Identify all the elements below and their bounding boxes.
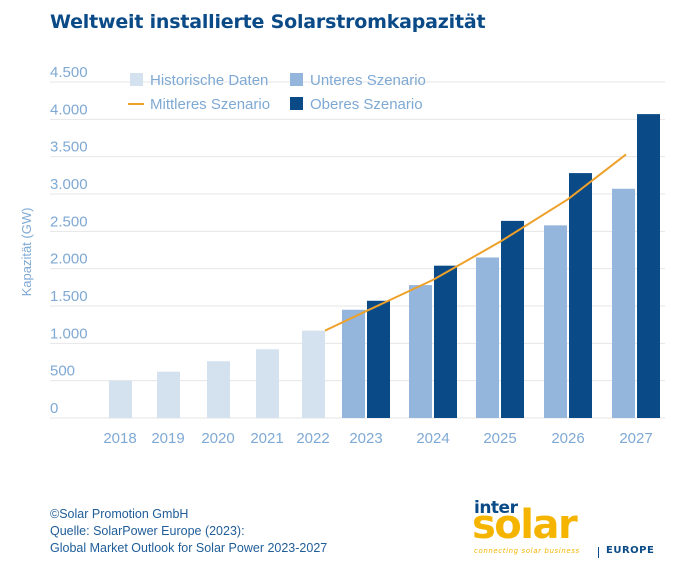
copyright-text: ©Solar Promotion GmbH	[50, 507, 189, 521]
x-tick-label: 2027	[619, 430, 652, 447]
x-tick-label: 2026	[551, 430, 584, 447]
legend-swatch	[290, 73, 303, 86]
chart: 0 500 1.000 1.500 2.000 2.500 3.000 3.500 4.000 4…	[19, 64, 665, 447]
bar-lower-scenario	[612, 188, 635, 418]
x-tick-label: 2023	[349, 430, 382, 447]
y-tick-label: 2.500	[50, 213, 88, 230]
legend-label: Historische Daten	[150, 72, 268, 89]
x-tick-label: 2019	[151, 430, 184, 447]
logo-tagline: connecting solar business	[474, 547, 580, 555]
y-tick-label: 0	[50, 400, 58, 417]
bar-upper-scenario	[501, 220, 524, 418]
logo-inter-text: inter	[474, 498, 518, 518]
bar-upper-scenario	[434, 265, 457, 418]
bar-lower-scenario	[544, 225, 567, 418]
y-tick-label: 500	[50, 363, 75, 380]
legend-label: Oberes Szenario	[310, 96, 423, 113]
bar-historical	[256, 349, 279, 418]
y-tick-label: 4.000	[50, 101, 88, 118]
logo-region: EUROPE	[606, 545, 655, 556]
source-text: Quelle: SolarPower Europe (2023):	[50, 524, 245, 538]
y-tick-label: 2.000	[50, 251, 88, 268]
intersolar-logo: inter solar connecting solar business EU…	[472, 498, 672, 561]
legend-label: Unteres Szenario	[310, 72, 426, 89]
legend-swatch	[290, 97, 303, 110]
bar-lower-scenario	[409, 285, 432, 418]
source-note: ©Solar Promotion GmbH Quelle: SolarPower…	[50, 506, 327, 557]
y-tick-label: 4.500	[50, 64, 88, 81]
legend-label: Mittleres Szenario	[150, 96, 270, 113]
chart-title: Weltweit installierte Solarstromkapazitä…	[50, 11, 486, 33]
y-tick-label: 3.500	[50, 139, 88, 156]
line-middle-scenario	[324, 153, 627, 332]
y-tick-label: 1.000	[50, 325, 88, 342]
x-tick-label: 2022	[296, 430, 329, 447]
bar-lower-scenario	[342, 309, 365, 418]
x-tick-label: 2021	[250, 430, 283, 447]
bar-historical	[109, 380, 132, 418]
bar-upper-scenario	[637, 114, 660, 419]
x-tick-label: 2018	[103, 430, 136, 447]
bar-historical	[157, 371, 180, 418]
bar-lower-scenario	[476, 257, 499, 418]
y-axis-title: Kapazität (GW)	[19, 208, 34, 297]
bar-upper-scenario	[367, 300, 390, 418]
publication-text: Global Market Outlook for Solar Power 20…	[50, 541, 328, 555]
legend-swatch	[130, 73, 143, 86]
bar-historical	[207, 361, 230, 418]
y-tick-label: 3.000	[50, 176, 88, 193]
x-tick-label: 2025	[483, 430, 516, 447]
y-tick-label: 1.500	[50, 288, 88, 305]
bar-historical	[302, 330, 325, 418]
logo-solar-text: solar	[472, 502, 578, 548]
logo-separator	[598, 547, 599, 558]
x-tick-label: 2020	[201, 430, 234, 447]
x-tick-label: 2024	[416, 430, 449, 447]
bar-upper-scenario	[569, 173, 592, 418]
